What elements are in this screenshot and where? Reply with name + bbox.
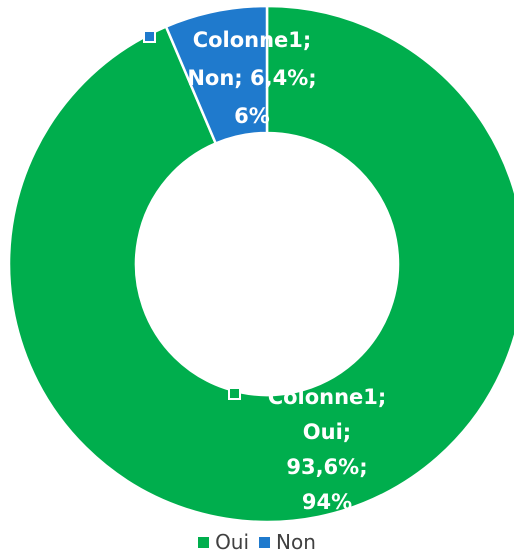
data-label-line: Colonne1; [193,28,312,52]
legend-swatch-non [259,536,271,548]
legend-item-oui[interactable]: Oui [198,530,249,554]
donut-slices [7,4,514,524]
legend-label-non: Non [276,530,316,554]
legend-label-oui: Oui [215,530,250,554]
chart-legend: Oui Non [0,530,514,554]
data-label-line: Colonne1; [268,385,387,409]
data-label-line: Non; 6,4%; [187,66,316,90]
label-key-oui [228,387,241,400]
label-key-non [143,30,156,43]
data-label-line: 6% [234,104,270,128]
data-label-line: 93,6%; [286,455,367,479]
slice-oui[interactable] [7,4,514,524]
legend-item-non[interactable]: Non [259,530,316,554]
data-label-line: 94% [302,490,352,514]
data-labels: Colonne1; Oui; 93,6%; 94% Colonne1; Non; 6,4%… [143,28,387,514]
legend-swatch-oui [198,536,210,548]
slice-non[interactable] [164,4,269,146]
data-label-oui: Colonne1; Oui; 93,6%; 94% [228,385,387,514]
data-label-non: Colonne1; Non; 6,4%; 6% [143,28,317,128]
data-label-line: Oui; [303,420,351,444]
